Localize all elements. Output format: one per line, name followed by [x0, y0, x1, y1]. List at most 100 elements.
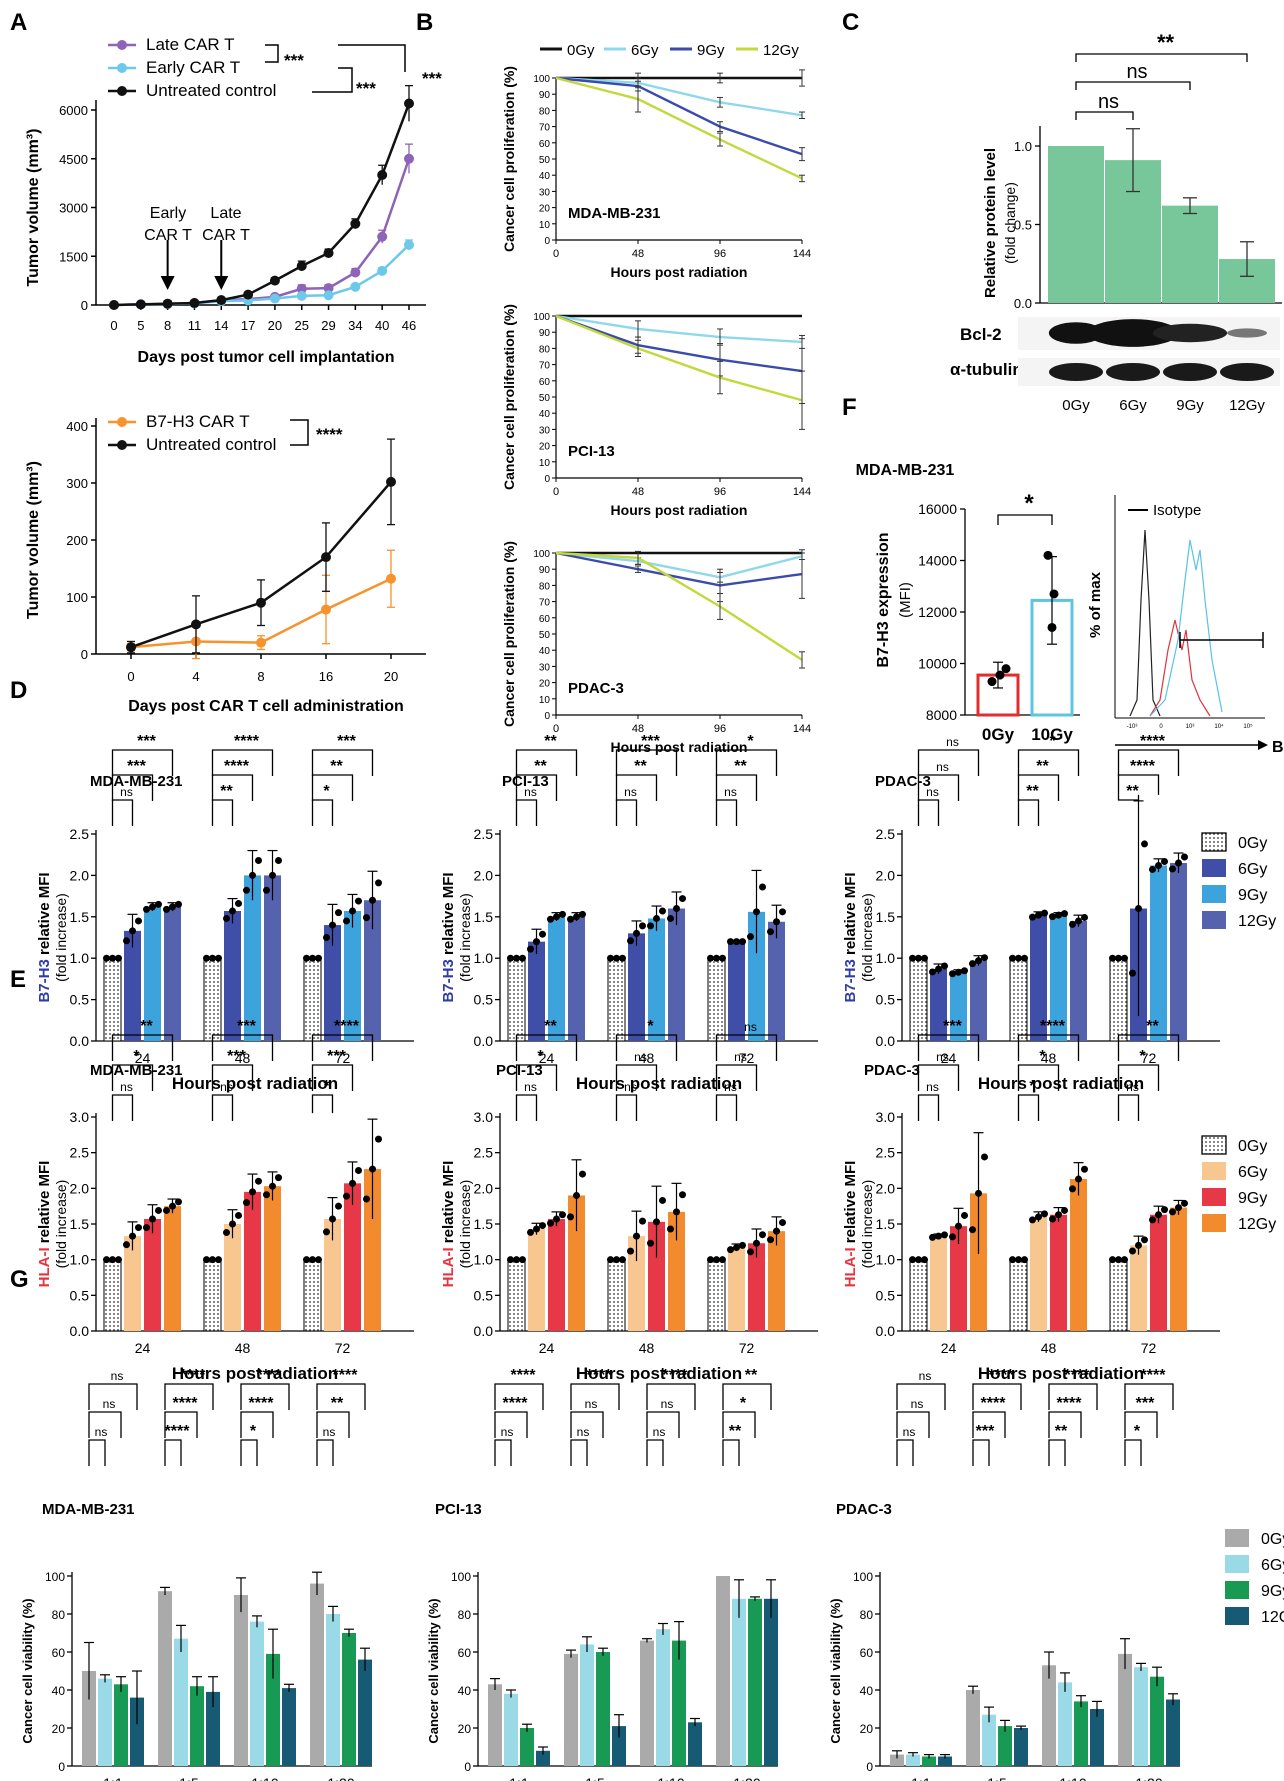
data-dot: [1015, 954, 1022, 962]
y-tick-label: 4500: [59, 152, 88, 167]
blot-band: [1048, 322, 1104, 344]
data-dot: [1069, 1185, 1076, 1193]
data-dot: [269, 1182, 276, 1190]
significance-bracket: [211, 1094, 234, 1121]
data-dot: [103, 1256, 110, 1264]
y-tick-label: 20: [539, 442, 551, 453]
significance-label: ns: [323, 1425, 336, 1439]
significance-label: ****: [1130, 758, 1156, 775]
data-dot: [553, 913, 560, 921]
bar: [922, 1756, 936, 1766]
bar: [982, 1714, 996, 1766]
hist-legend-label: Isotype: [1153, 502, 1201, 519]
data-dot: [343, 1192, 350, 1200]
data-dot: [949, 1233, 956, 1241]
x-tick-label: 12Gy: [1229, 397, 1265, 414]
x-tick-label: 24: [539, 1050, 555, 1066]
significance-bracket: [311, 749, 374, 776]
data-dot: [1155, 861, 1162, 869]
data-dot: [909, 954, 916, 962]
significance-label: ****: [1040, 1018, 1066, 1035]
data-point: [321, 604, 331, 615]
x-tick-label: 0: [553, 486, 559, 498]
significance-label: **: [331, 1395, 344, 1412]
data-dot: [1043, 550, 1053, 560]
data-dot: [249, 1188, 256, 1196]
legend-swatch: [1225, 1581, 1249, 1599]
data-dot: [779, 1219, 786, 1227]
bar: [1170, 862, 1187, 1041]
data-dot: [1175, 859, 1182, 867]
series-line: [555, 76, 803, 156]
data-dot: [163, 1206, 170, 1214]
y-tick-label: 20: [539, 204, 551, 215]
data-dot: [1155, 1211, 1162, 1219]
data-dot: [1001, 664, 1011, 674]
significance-bracket: [615, 1094, 638, 1121]
significance-bracket: [515, 799, 538, 826]
y-tick-label: 2.5: [70, 1145, 90, 1161]
data-dot: [673, 1208, 680, 1216]
significance-bracket: [1117, 1064, 1160, 1091]
data-dot: [773, 1227, 780, 1235]
ylabel-part: relative MFI: [842, 1161, 859, 1248]
bar: [890, 1754, 904, 1766]
legend-label: 0Gy: [1261, 1531, 1284, 1548]
significance-label: ****: [503, 1395, 529, 1412]
y-tick-label: 60: [860, 1646, 874, 1660]
data-dot: [355, 897, 362, 905]
y-tick-label: 2.5: [876, 826, 896, 842]
y-tick-label: 0: [464, 1760, 471, 1774]
data-dot: [123, 1241, 130, 1249]
legend-label: 6Gy: [631, 42, 659, 59]
legend-swatch: [1201, 1135, 1227, 1155]
x-tick-label: 1:1: [509, 1775, 529, 1781]
significance-label: ns: [577, 1425, 590, 1439]
data-dot: [975, 1189, 982, 1197]
x-tick-label: 0Gy: [982, 725, 1015, 744]
data-dot: [753, 908, 760, 916]
significance-bracket: [311, 799, 334, 826]
y-tick-label: 60: [52, 1646, 66, 1660]
bar: [224, 1224, 241, 1331]
sig-label: ****: [316, 425, 343, 444]
y-tick-label: 0.0: [1014, 296, 1032, 311]
bar: [342, 1633, 356, 1766]
y-tick-label: 0: [866, 1760, 873, 1774]
data-dot: [1129, 1247, 1136, 1255]
significance-bracket: [211, 1064, 254, 1091]
hist-tick-label: 0: [1159, 724, 1163, 730]
significance-label: ns: [926, 1080, 939, 1094]
data-dot: [507, 1256, 514, 1264]
data-dot: [679, 1191, 686, 1199]
x-tick-label: 8: [257, 669, 264, 684]
legend-label: 12Gy: [763, 42, 799, 59]
data-point: [377, 170, 388, 180]
significance-label: ****: [181, 1367, 207, 1384]
x-axis-label: Days post CAR T cell administration: [128, 698, 404, 715]
data-dot: [269, 871, 276, 879]
significance-label: ns: [903, 1425, 916, 1439]
bar: [1070, 1179, 1087, 1331]
significance-bracket: [917, 774, 960, 801]
bar: [1050, 915, 1067, 1041]
bar: [1109, 957, 1128, 1042]
bar: [1109, 1259, 1128, 1332]
hist-tick-label: 10³: [1186, 724, 1195, 730]
data-dot: [363, 1195, 370, 1203]
significance-bracket: [111, 1094, 134, 1121]
significance-label: ***: [127, 758, 146, 775]
bar: [344, 1183, 361, 1331]
y-tick-label: 80: [860, 1608, 874, 1622]
legend-swatch: [1202, 911, 1226, 929]
y-tick-label: 30: [539, 425, 551, 436]
ylabel-part: relative MFI: [36, 872, 53, 959]
significance-label: *: [1029, 1078, 1036, 1095]
bar: [536, 1750, 550, 1766]
blot-band: [1106, 363, 1160, 381]
bar: [628, 1236, 645, 1331]
annotation-early-2: CAR T: [144, 227, 192, 244]
data-dot: [573, 1191, 580, 1199]
significance-bracket: [211, 799, 234, 826]
bar: [728, 941, 745, 1041]
